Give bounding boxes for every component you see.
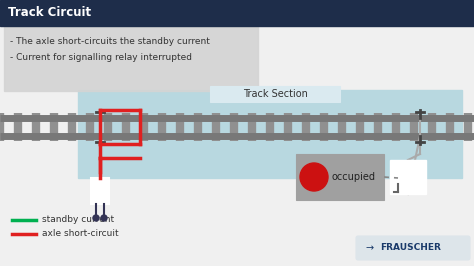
Bar xyxy=(91,178,109,204)
Text: Track Section: Track Section xyxy=(243,89,308,99)
Bar xyxy=(210,86,340,102)
Text: - Current for signalling relay interrupted: - Current for signalling relay interrupt… xyxy=(10,53,192,63)
Text: FRAUSCHER: FRAUSCHER xyxy=(380,243,441,252)
Bar xyxy=(4,26,258,91)
Bar xyxy=(390,160,426,194)
Circle shape xyxy=(300,163,328,191)
Text: - The axle short-circuits the standby current: - The axle short-circuits the standby cu… xyxy=(10,38,210,47)
Text: axle short-circuit: axle short-circuit xyxy=(42,230,118,239)
Bar xyxy=(78,90,462,178)
Bar xyxy=(0,0,474,26)
Circle shape xyxy=(101,215,107,221)
Text: Track Circuit: Track Circuit xyxy=(8,6,91,19)
Circle shape xyxy=(93,215,99,221)
Bar xyxy=(296,154,384,200)
FancyBboxPatch shape xyxy=(356,236,470,260)
Text: →: → xyxy=(366,243,374,253)
Text: standby current: standby current xyxy=(42,215,114,225)
Bar xyxy=(398,172,418,184)
Text: occupied: occupied xyxy=(332,172,376,182)
